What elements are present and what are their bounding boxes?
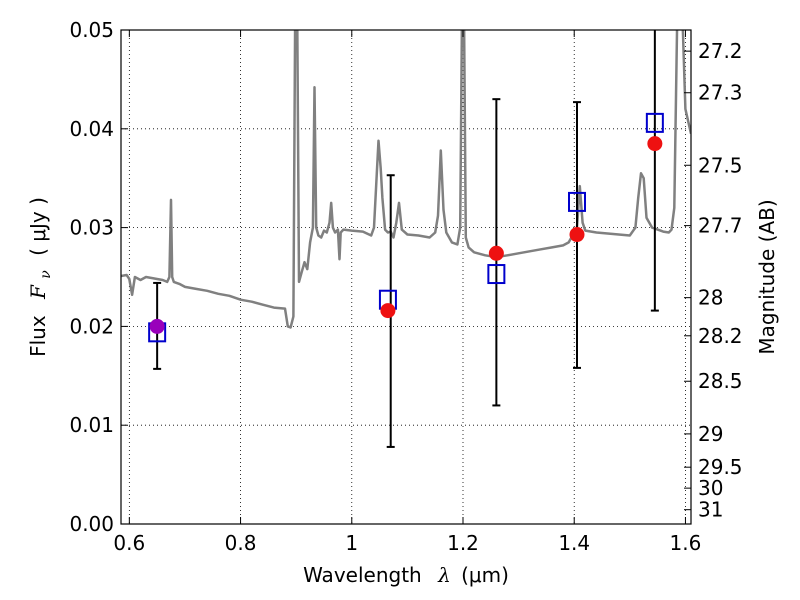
y2-tick-label: 28 [698,286,723,310]
y-tick-label: 0.05 [69,18,114,42]
x-tick-label: 0.8 [225,531,257,555]
observed-circle-point [647,136,663,152]
y-tick-label: 0.02 [69,314,114,338]
y-axis-label: Flux F ν ( μJy ) [26,197,55,357]
plot-area [121,30,691,448]
y-tick-label: 0.01 [69,413,114,437]
observed-circle-point [149,318,165,334]
x-tick-label: 1.2 [447,531,479,555]
x-axis-label-unit: (μm) [461,563,509,587]
x-axis-label-text: Wavelength [303,563,422,587]
y2-tick-label: 28.2 [698,324,743,348]
y-tick-label: 0.00 [69,512,114,536]
y2-tick-label: 30 [698,476,723,500]
spectrum-series [121,30,691,329]
y-axis: 0.00 0.01 0.02 0.03 0.04 0.05 [69,18,128,536]
observed-circle-point [380,303,396,319]
x-axis-label: Wavelength λ (μm) [303,563,509,587]
y-axis-label-symbol: F [26,284,50,300]
y2-tick-label: 28.5 [698,369,743,393]
y2-tick-label: 27.7 [698,214,743,238]
model-square-series [148,112,664,343]
x-axis: 0.6 0.8 1 1.2 1.4 1.6 [113,30,701,555]
y-axis-label-subscript: ν [38,270,54,279]
model-square-point [645,112,664,133]
x-tick-label: 0.6 [113,531,145,555]
spectrum-line [121,30,691,329]
observed-circle-series [149,136,663,334]
x-axis-label-symbol: λ [437,563,451,587]
x-tick-label: 1 [345,531,358,555]
y2-tick-label: 27.3 [698,81,743,105]
y2-tick-label: 29.5 [698,455,743,479]
x-tick-label: 1.4 [558,531,590,555]
y2-tick-label: 31 [698,498,723,522]
y-tick-label: 0.03 [69,216,114,240]
plot-frame [120,29,692,525]
y2-tick-label: 27.2 [698,39,743,63]
y-axis-label-unit: ( μJy ) [26,197,50,256]
y2-axis-label: Magnitude (AB) [755,199,779,354]
y2-tick-label: 29 [698,422,723,446]
y-tick-label: 0.04 [69,117,114,141]
model-square-point [568,191,586,212]
x-tick-label: 1.6 [670,531,702,555]
y-axis-label-text: Flux [26,315,50,357]
observed-circle-point [569,227,585,243]
model-square-point [487,264,506,285]
y2-tick-label: 27.5 [698,153,743,177]
observed-circle-point [488,245,504,261]
